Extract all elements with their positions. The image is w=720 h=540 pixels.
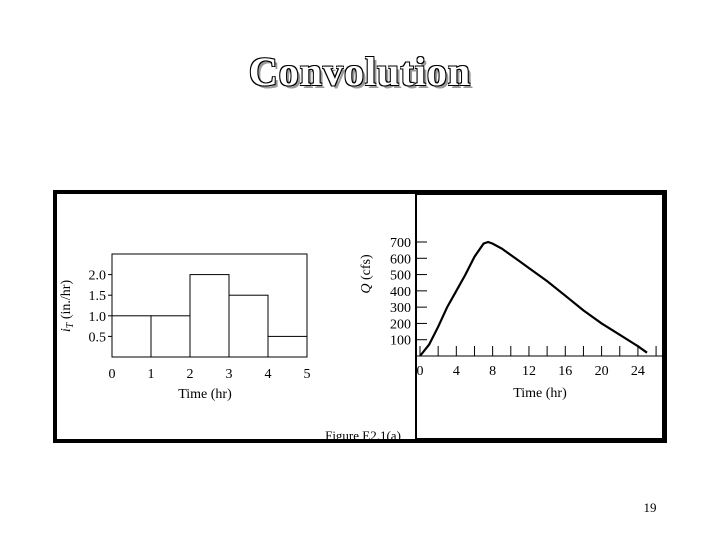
histogram-bar-1-2 xyxy=(150,315,191,358)
histogram-x-tick-label: 2 xyxy=(187,367,194,382)
histogram-bar-0-1 xyxy=(111,315,152,358)
histogram-x-ticks: 0 1 2 3 4 5 xyxy=(109,367,311,382)
hydrograph-y-tick-label: 600 xyxy=(390,252,411,267)
histogram-y-label-unit: (in./hr) xyxy=(59,280,74,323)
hydrograph-x-tick-label: 20 xyxy=(595,364,609,379)
hydrograph-x-tick-label: 4 xyxy=(453,364,460,379)
hydrograph-x-tick-label: 12 xyxy=(522,364,536,379)
histogram-x-tick-label: 3 xyxy=(226,367,233,382)
hydrograph-x-tick-label: 16 xyxy=(558,364,572,379)
histogram-y-label-subscript: T xyxy=(65,321,76,328)
histogram-bar-4-5 xyxy=(267,335,308,358)
hydrograph-y-tick-label: 100 xyxy=(390,334,411,349)
histogram-y-tick-label: 2.0 xyxy=(89,269,107,284)
histogram-x-tick-label: 5 xyxy=(304,367,311,382)
histogram-y-axis-label: iT (in./hr) xyxy=(59,280,76,333)
hydrograph-y-label-symbol: Q xyxy=(359,284,374,294)
histogram-frame xyxy=(111,253,308,358)
hydrograph-minor-ticks xyxy=(419,346,657,356)
hydrograph-x-axis-label: Time (hr) xyxy=(513,386,567,401)
hydrograph-y-tick-label: 200 xyxy=(390,317,411,332)
histogram-bar-3-4 xyxy=(228,294,269,358)
hydrograph-y-label-unit: (cfs) xyxy=(359,254,374,283)
hydrograph-y-tick-label: 400 xyxy=(390,285,411,300)
histogram-x-axis-label: Time (hr) xyxy=(178,387,232,402)
histogram-y-tick-label: 1.0 xyxy=(89,310,107,325)
hydrograph-x-tick-label: 8 xyxy=(489,364,496,379)
histogram-y-ticks: 0.5 1.0 1.5 2.0 xyxy=(89,269,112,345)
hydrograph-series-line xyxy=(419,240,648,357)
histogram-y-label-symbol: i xyxy=(59,328,74,332)
hydrograph-y-tick-label: 300 xyxy=(390,301,411,316)
figure-caption: Figure E2.1(a) xyxy=(325,428,401,439)
histogram-bars xyxy=(111,274,308,358)
slide-title: Convolution xyxy=(248,49,472,94)
histogram-bar-2-3 xyxy=(189,274,230,358)
hydrograph-frame xyxy=(415,194,663,439)
histogram-x-tick-label: 0 xyxy=(109,367,116,382)
hydrograph-y-axis-label: Q (cfs) xyxy=(359,254,374,294)
page-number: 19 xyxy=(643,500,657,515)
hydrograph-x-ticks: 0 4 8 12 16 20 24 xyxy=(417,364,645,379)
hydrograph-y-tick-label: 700 xyxy=(390,236,411,251)
hydrograph-x-tick-label: 24 xyxy=(631,364,645,379)
hydrograph-y-tick-label: 500 xyxy=(390,269,411,284)
rainfall-histogram: 0.5 1.0 1.5 2.0 0 1 2 3 4 5 Time (hr) iT (in./hr… xyxy=(59,253,311,402)
histogram-x-tick-label: 1 xyxy=(148,367,155,382)
histogram-y-tick-label: 0.5 xyxy=(89,330,107,345)
histogram-x-tick-label: 4 xyxy=(265,367,272,382)
histogram-y-tick-label: 1.5 xyxy=(89,289,107,304)
hydrograph-x-tick-label: 0 xyxy=(417,364,424,379)
